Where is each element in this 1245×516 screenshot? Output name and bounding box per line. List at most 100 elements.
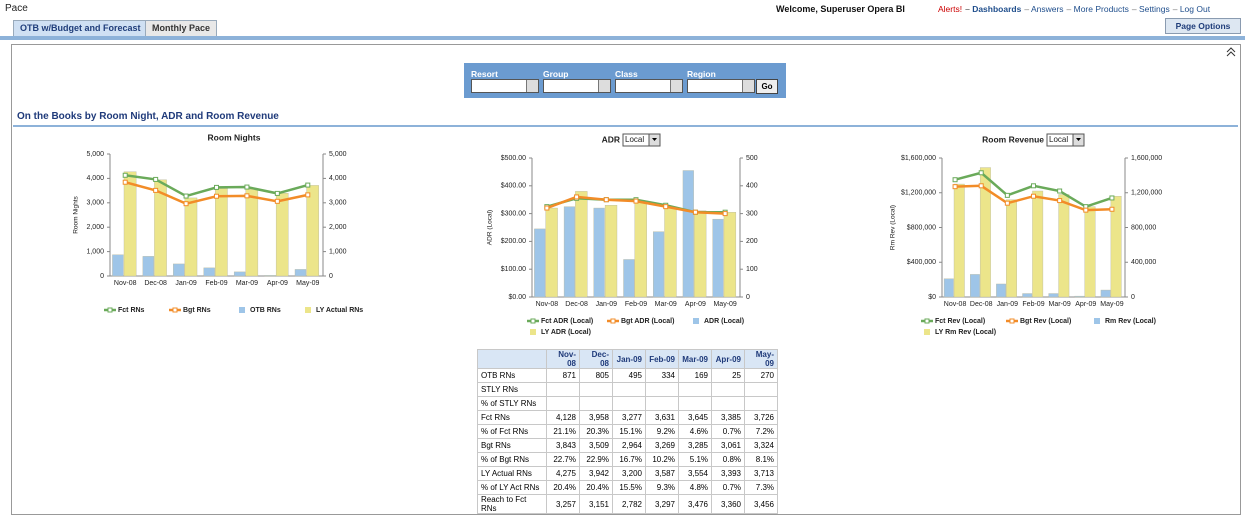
bar bbox=[1110, 196, 1122, 298]
table-cell: 22.7% bbox=[546, 452, 580, 467]
chart-title: Room Revenue bbox=[982, 134, 1044, 144]
x-tick-label: Nov-08 bbox=[536, 301, 559, 308]
chart-title: ADR bbox=[602, 134, 620, 144]
legend-label: LY Actual RNs bbox=[316, 307, 363, 314]
legend-label: ADR (Local) bbox=[704, 318, 744, 325]
x-tick-label: Apr-09 bbox=[267, 280, 288, 287]
table-cell: 3,269 bbox=[645, 438, 679, 453]
bar bbox=[1100, 289, 1111, 298]
line-marker bbox=[722, 211, 728, 217]
y-tick-label: 5,000 bbox=[86, 151, 104, 158]
column-header: May-09 bbox=[744, 349, 778, 369]
line-marker bbox=[153, 176, 159, 182]
line-marker bbox=[1004, 200, 1010, 206]
line-marker bbox=[214, 193, 219, 199]
line-marker bbox=[122, 179, 128, 185]
y-axis-label: Room Nights bbox=[73, 195, 80, 233]
table-cell: 3,587 bbox=[645, 466, 679, 481]
legend-label: Rm Rev (Local) bbox=[1105, 318, 1156, 325]
line-marker bbox=[692, 209, 698, 215]
table-cell: 4.8% bbox=[678, 480, 712, 495]
y-tick-label: $1,600,000 bbox=[901, 155, 936, 162]
bar bbox=[264, 275, 276, 277]
legend-swatch bbox=[305, 307, 311, 313]
table-cell bbox=[744, 396, 778, 411]
filter-select[interactable] bbox=[687, 79, 755, 93]
row-label: % of LY Act RNs bbox=[477, 480, 547, 495]
x-tick-label: Jan-09 bbox=[997, 301, 1019, 308]
chart-title: Room Nights bbox=[208, 132, 261, 142]
table-cell: 3,509 bbox=[579, 438, 613, 453]
header-row: Nov-08 Dec-08 Jan-09 Feb-09 Mar-09 Apr-09 May-… bbox=[477, 349, 778, 369]
table-cell bbox=[579, 396, 613, 411]
line-marker bbox=[1031, 193, 1036, 199]
x-tick-label: Nov-08 bbox=[114, 280, 137, 287]
table-cell: 7.3% bbox=[744, 480, 778, 495]
y-tick-label: $400.00 bbox=[501, 183, 526, 190]
row-label: % of Bgt RNs bbox=[477, 452, 547, 467]
row-label: Fct RNs bbox=[477, 410, 547, 425]
column-header: Dec-08 bbox=[579, 349, 613, 369]
nav-link[interactable]: Dashboards bbox=[965, 4, 1021, 14]
table-cell: 2,964 bbox=[612, 438, 646, 453]
line-marker bbox=[305, 192, 311, 198]
y-tick-label: 1,000 bbox=[86, 248, 104, 255]
legend-swatch-marker bbox=[610, 318, 616, 324]
table-cell: 3,385 bbox=[711, 410, 745, 425]
y2-tick-label: 1,600,000 bbox=[1131, 155, 1162, 162]
line-marker bbox=[952, 177, 958, 183]
nav-link[interactable]: More Products bbox=[1067, 4, 1129, 14]
y-tick-label: $100.00 bbox=[501, 266, 526, 273]
y-tick-label: 0 bbox=[100, 273, 104, 280]
bar bbox=[723, 212, 737, 298]
y-tick-label: 2,000 bbox=[86, 224, 104, 231]
nav-link[interactable]: Settings bbox=[1132, 4, 1170, 14]
bar bbox=[694, 210, 707, 298]
y2-tick-label: 4,000 bbox=[329, 175, 347, 182]
row-label: % of Fct RNs bbox=[477, 424, 547, 439]
table-cell: 0.8% bbox=[711, 452, 745, 467]
bar bbox=[184, 197, 198, 277]
go-button[interactable]: Go bbox=[756, 79, 778, 94]
table-cell: 3,713 bbox=[744, 466, 778, 481]
nav-link[interactable]: Alerts! bbox=[938, 4, 963, 14]
table-cell: 25 bbox=[711, 368, 745, 383]
table-cell bbox=[678, 382, 712, 397]
collapse-icon[interactable] bbox=[1226, 47, 1236, 57]
section-title: On the Books by Room Night, ADR and Room… bbox=[17, 111, 279, 122]
table-cell bbox=[711, 382, 745, 397]
table-cell: 0.7% bbox=[711, 480, 745, 495]
legend-label: LY Rm Rev (Local) bbox=[935, 329, 996, 336]
page-options[interactable]: Page Options bbox=[1165, 18, 1241, 34]
line-marker bbox=[244, 184, 250, 190]
x-tick-label: Jan-09 bbox=[175, 280, 197, 287]
table-row: % of STLY RNs bbox=[477, 396, 778, 411]
filter-select[interactable] bbox=[543, 79, 611, 93]
tab[interactable]: Monthly Pace bbox=[145, 20, 218, 36]
row-label: LY Actual RNs bbox=[477, 466, 547, 481]
nav-link[interactable]: Answers bbox=[1024, 4, 1063, 14]
filter-select[interactable] bbox=[471, 79, 539, 93]
y2-tick-label: 1,200,000 bbox=[1131, 190, 1162, 197]
filter-select[interactable] bbox=[615, 79, 683, 93]
table-cell: 495 bbox=[612, 368, 646, 383]
filter-label: Region bbox=[687, 69, 716, 79]
table-row: OTB RNs 871 805 495 334 169 25 270 bbox=[477, 368, 778, 383]
column-header: Mar-09 bbox=[678, 349, 712, 369]
line-marker bbox=[544, 205, 550, 211]
table-cell bbox=[645, 382, 679, 397]
bar bbox=[1022, 293, 1033, 298]
y-tick-label: $800,000 bbox=[907, 224, 936, 231]
line-marker bbox=[952, 184, 958, 190]
welcome: Welcome, Superuser Opera BI bbox=[776, 4, 905, 14]
table-cell: 0.7% bbox=[711, 424, 745, 439]
y2-tick-label: 400 bbox=[746, 183, 758, 190]
legend-label: Bgt Rev (Local) bbox=[1020, 318, 1071, 325]
nav-links: Alerts!DashboardsAnswers More ProductsSet… bbox=[938, 4, 1213, 14]
table-cell: 3,942 bbox=[579, 466, 613, 481]
bar bbox=[593, 207, 605, 298]
row-label: % of STLY RNs bbox=[477, 396, 547, 411]
filter-label: Resort bbox=[471, 69, 498, 79]
nav-link[interactable]: Log Out bbox=[1173, 4, 1210, 14]
y-tick-label: $300.00 bbox=[501, 210, 526, 217]
